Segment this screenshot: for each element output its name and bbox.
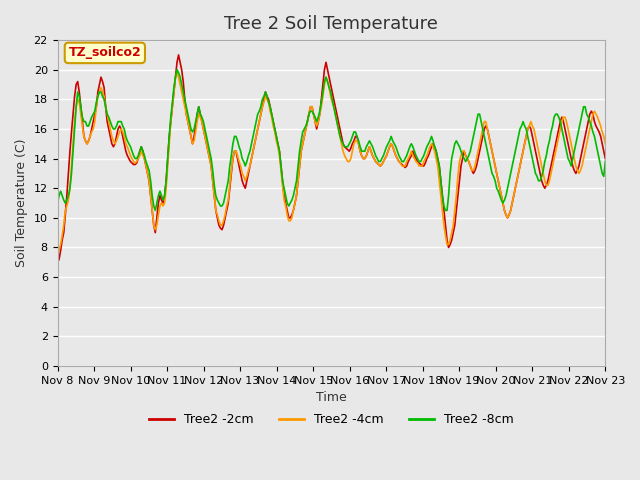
Line: Tree2 -2cm: Tree2 -2cm (58, 55, 605, 262)
Tree2 -2cm (588, 108, 595, 114)
Tree2 -4cm (602, 141, 609, 147)
Line: Tree2 -4cm: Tree2 -4cm (58, 72, 605, 255)
Tree2 -8cm (131, 156, 139, 161)
Line: Tree2 -8cm: Tree2 -8cm (58, 70, 605, 210)
Tree2 -8cm (173, 67, 181, 72)
Legend: Tree2 -2cm, Tree2 -4cm, Tree2 -8cm: Tree2 -2cm, Tree2 -4cm, Tree2 -8cm (145, 408, 518, 432)
Tree2 -2cm (602, 156, 609, 161)
Y-axis label: Soil Temperature (C): Soil Temperature (C) (15, 139, 28, 267)
Title: Tree 2 Soil Temperature: Tree 2 Soil Temperature (225, 15, 438, 33)
Tree2 -4cm (214, 212, 221, 218)
Tree2 -2cm (131, 162, 139, 168)
Tree2 -4cm (124, 144, 131, 150)
Text: TZ_soilco2: TZ_soilco2 (68, 47, 141, 60)
Tree2 -8cm (54, 200, 61, 206)
Tree2 -8cm (602, 159, 609, 165)
Tree2 -2cm (214, 215, 221, 221)
Tree2 -4cm (173, 70, 181, 75)
Tree2 -2cm (226, 185, 234, 191)
Tree2 -2cm (561, 126, 569, 132)
Tree2 -2cm (54, 259, 61, 265)
Tree2 -4cm (54, 252, 61, 258)
Tree2 -4cm (131, 160, 139, 166)
Tree2 -8cm (563, 148, 570, 154)
Tree2 -8cm (124, 138, 131, 144)
X-axis label: Time: Time (316, 391, 347, 404)
Tree2 -8cm (589, 129, 596, 135)
Tree2 -4cm (561, 114, 569, 120)
Tree2 -8cm (227, 153, 235, 158)
Tree2 -2cm (175, 52, 182, 58)
Tree2 -8cm (215, 200, 223, 206)
Tree2 -4cm (226, 182, 234, 188)
Tree2 -4cm (588, 119, 595, 124)
Tree2 -8cm (152, 207, 159, 213)
Tree2 -2cm (124, 153, 131, 158)
